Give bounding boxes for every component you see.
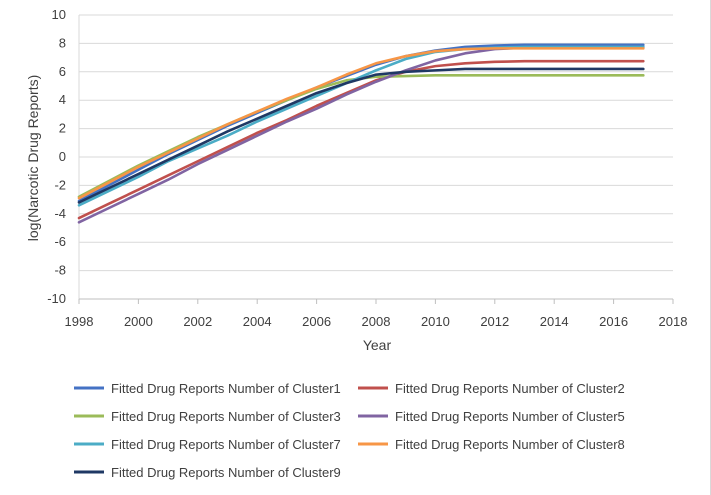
legend: Fitted Drug Reports Number of Cluster1 Fi…	[74, 381, 625, 480]
legend-item: Fitted Drug Reports Number of Cluster9	[74, 465, 341, 480]
x-tick-label: 2016	[599, 314, 628, 329]
x-tick-label: 2008	[362, 314, 391, 329]
tick-labels: 10 8 6 4 2 0 -2 -4 -6 -8 -10 1998 2000 2002 2004 2006 20…	[47, 7, 687, 329]
y-tick-label: -2	[54, 177, 66, 192]
x-tick-label: 2014	[540, 314, 569, 329]
y-tick-label: 2	[59, 121, 66, 136]
x-tick-label: 1998	[65, 314, 94, 329]
series-line-4	[77, 45, 645, 224]
series-lines	[77, 43, 645, 224]
legend-label: Fitted Drug Reports Number of Cluster5	[395, 409, 625, 424]
legend-label: Fitted Drug Reports Number of Cluster9	[111, 465, 341, 480]
x-tick-label: 2018	[659, 314, 688, 329]
legend-label: Fitted Drug Reports Number of Cluster2	[395, 381, 625, 396]
x-axis-title: Year	[363, 337, 392, 353]
axes	[78, 15, 674, 304]
y-tick-label: 8	[59, 35, 66, 50]
legend-label: Fitted Drug Reports Number of Cluster8	[395, 437, 625, 452]
grid-lines	[79, 14, 673, 300]
x-tick-label: 2004	[243, 314, 272, 329]
x-tick-label: 2012	[480, 314, 509, 329]
legend-item: Fitted Drug Reports Number of Cluster7	[74, 437, 341, 452]
series-line-7	[77, 67, 645, 204]
legend-item: Fitted Drug Reports Number of Cluster8	[358, 437, 625, 452]
legend-item: Fitted Drug Reports Number of Cluster3	[74, 409, 341, 424]
x-tick-label: 2000	[124, 314, 153, 329]
y-tick-label: 0	[59, 149, 66, 164]
y-tick-label: -8	[54, 263, 66, 278]
y-axis-title: log(Narcotic Drug Reports)	[25, 75, 41, 242]
series-line-2	[77, 59, 645, 220]
y-tick-label: -10	[47, 291, 66, 306]
x-tick-label: 2006	[302, 314, 331, 329]
y-tick-label: -4	[54, 206, 66, 221]
x-tick-label: 2002	[183, 314, 212, 329]
legend-item: Fitted Drug Reports Number of Cluster2	[358, 381, 625, 396]
series-line-5	[77, 45, 645, 207]
legend-label: Fitted Drug Reports Number of Cluster3	[111, 409, 341, 424]
series-line-6	[77, 47, 645, 200]
y-tick-label: 10	[52, 7, 66, 22]
y-tick-label: 6	[59, 64, 66, 79]
y-tick-label: 4	[59, 92, 66, 107]
legend-label: Fitted Drug Reports Number of Cluster1	[111, 381, 341, 396]
legend-item: Fitted Drug Reports Number of Cluster5	[358, 409, 625, 424]
y-tick-label: -6	[54, 234, 66, 249]
x-tick-label: 2010	[421, 314, 450, 329]
legend-item: Fitted Drug Reports Number of Cluster1	[74, 381, 341, 396]
legend-label: Fitted Drug Reports Number of Cluster7	[111, 437, 341, 452]
